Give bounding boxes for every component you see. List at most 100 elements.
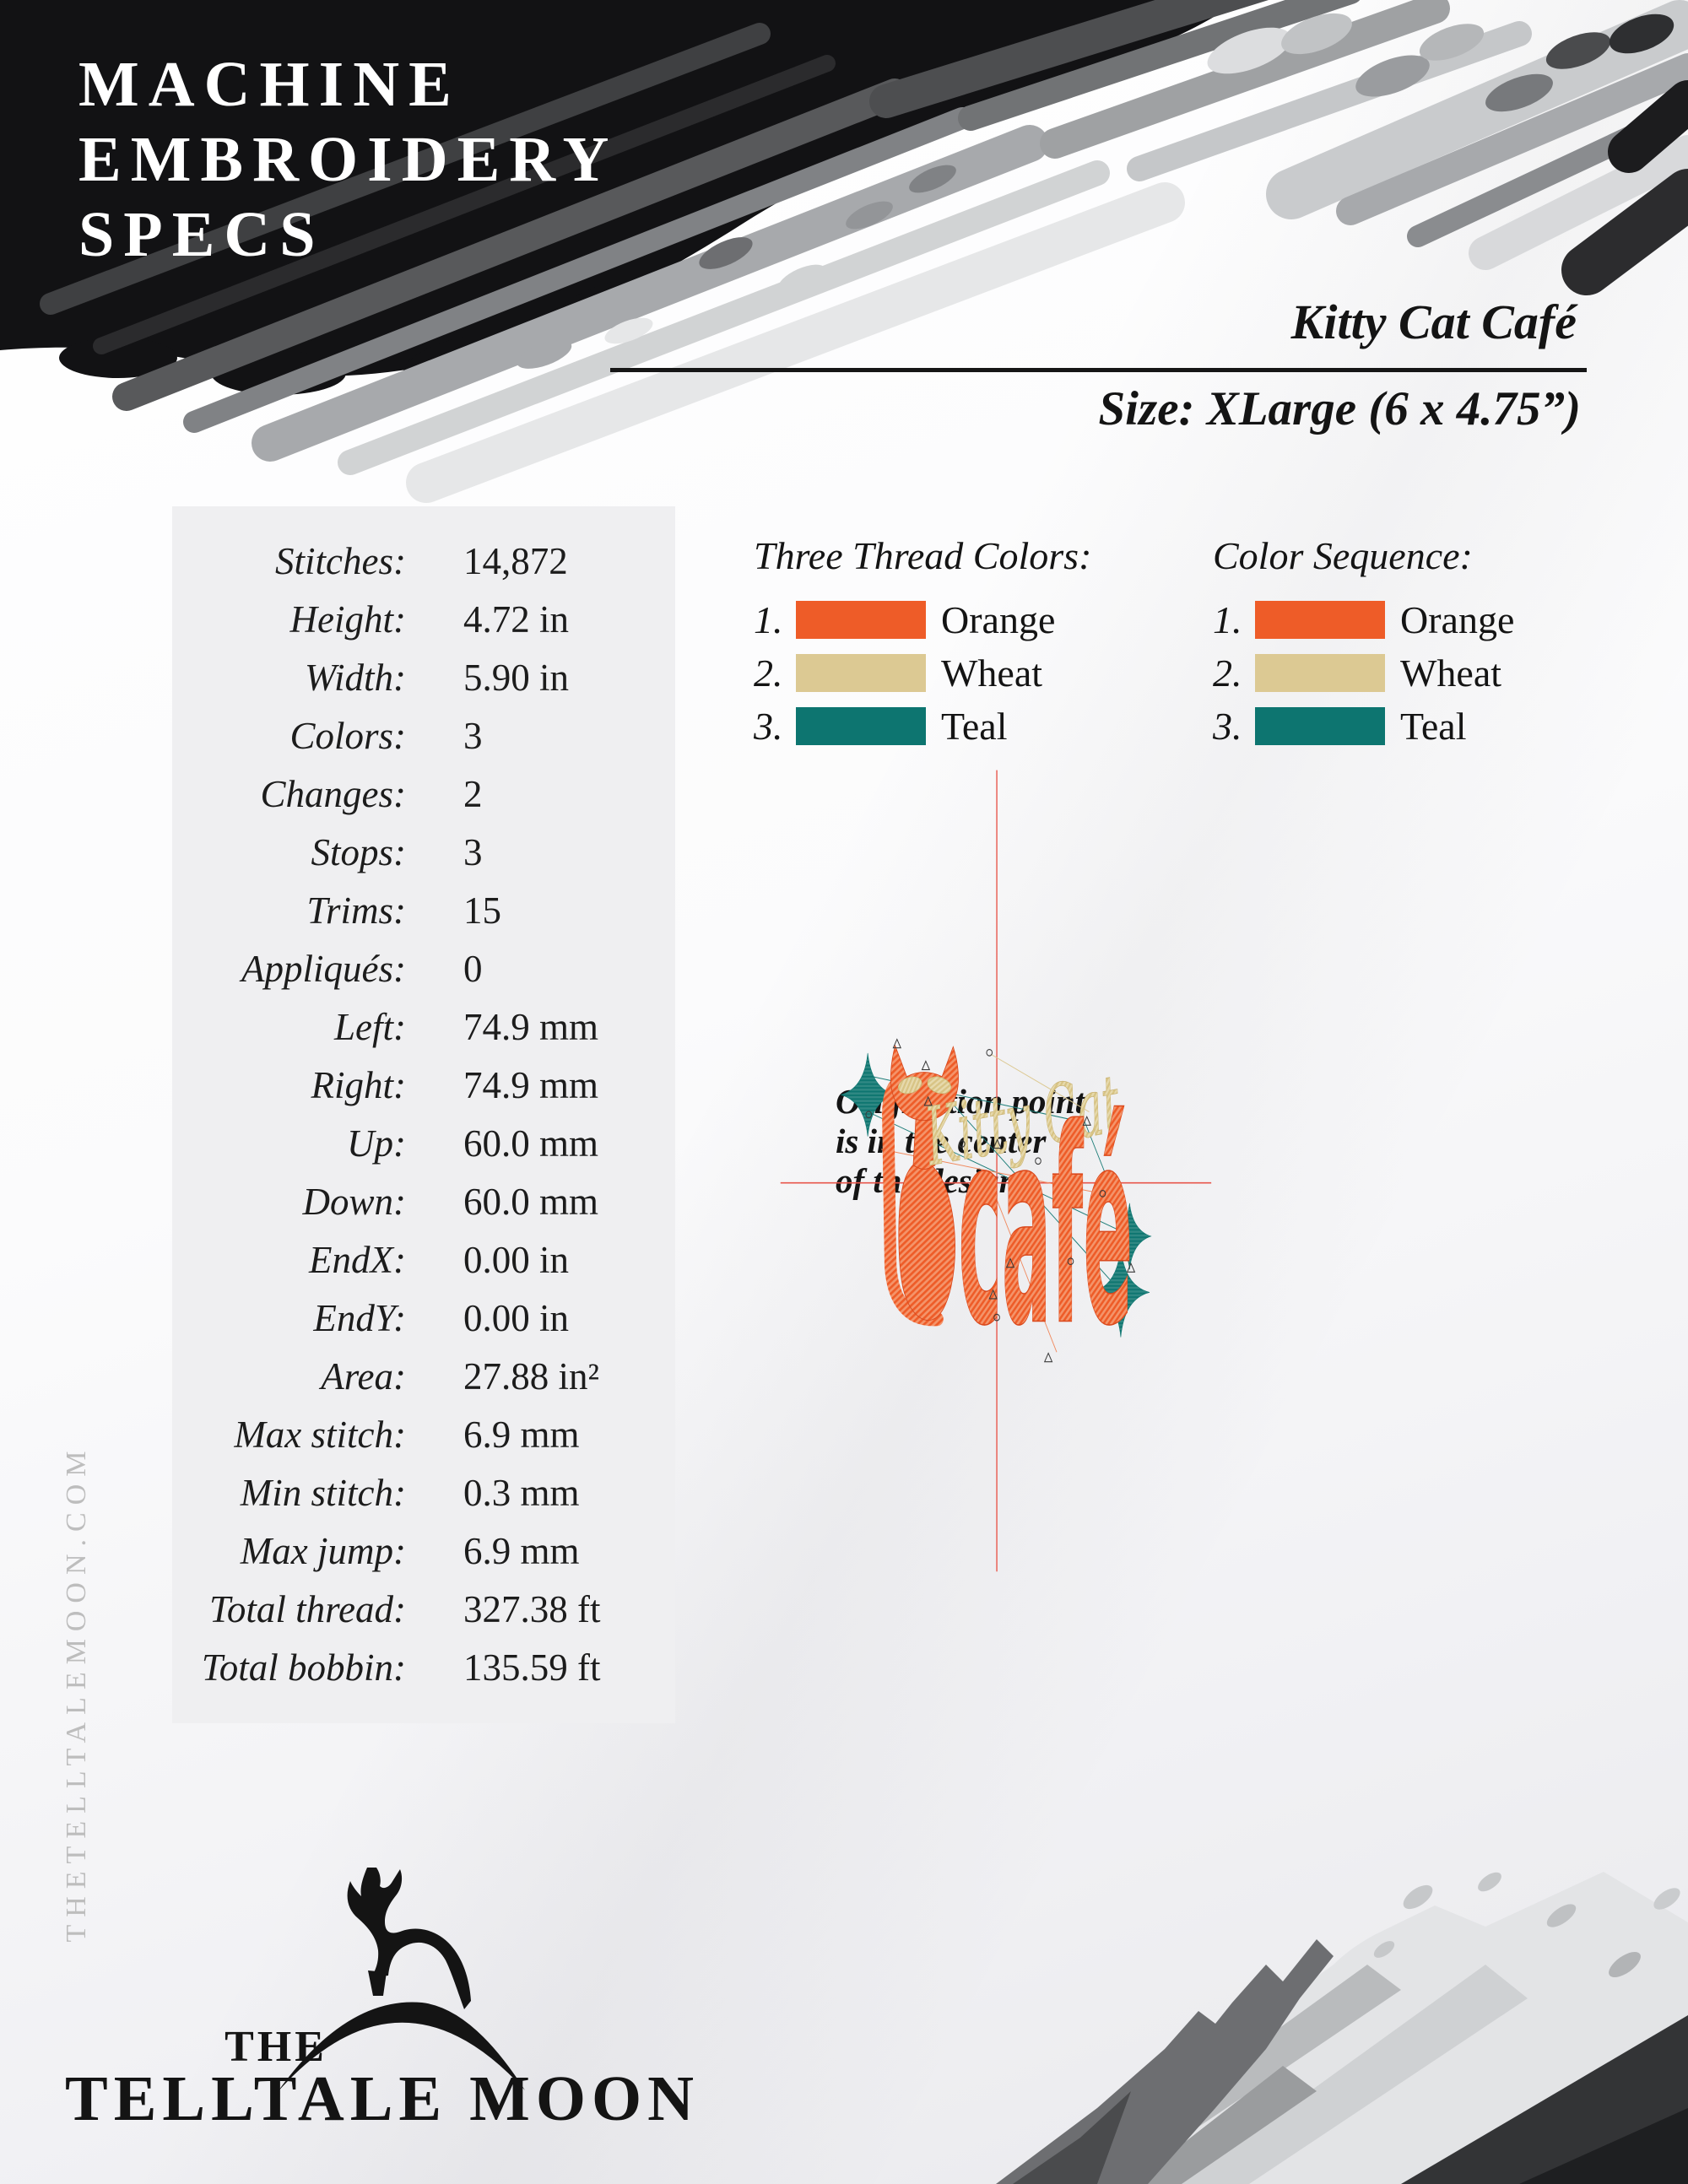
header-brush-art [0, 0, 1688, 503]
spec-row: Appliqués: 0 [172, 940, 675, 998]
page-title: MACHINE EMBROIDERY SPECS [78, 47, 618, 273]
spec-row: Stitches: 14,872 [172, 532, 675, 591]
thread-color-item: 2. Wheat [754, 651, 1055, 695]
spec-label: EndY: [313, 1297, 406, 1339]
color-sequence-item: 2. Wheat [1213, 651, 1514, 695]
origination-note-line: is in the center [836, 1122, 1047, 1160]
spec-value: 6.9 mm [463, 1414, 580, 1456]
spec-row: Height: 4.72 in [172, 591, 675, 649]
spec-value: 0.3 mm [463, 1472, 580, 1514]
spec-row: Changes: 2 [172, 765, 675, 824]
spec-row: Total thread: 327.38 ft [172, 1581, 675, 1639]
spec-row: Total bobbin: 135.59 ft [172, 1639, 675, 1697]
stitch-markers [865, 1038, 1136, 1363]
spec-value: 2 [463, 773, 483, 815]
cat-body [898, 1160, 955, 1322]
cat-neck [912, 1114, 936, 1170]
spec-value: 327.38 ft [463, 1588, 601, 1630]
spec-value: 5.90 in [463, 657, 570, 699]
telltale-moon-logo [277, 1868, 525, 2093]
spec-value: 6.9 mm [463, 1530, 580, 1572]
spec-label: Total bobbin: [201, 1646, 406, 1689]
title-divider [610, 368, 1587, 372]
color-sequence-name: Orange [1400, 598, 1515, 641]
spec-label: Stops: [311, 831, 407, 873]
color-sequence-swatch-orange [1255, 601, 1385, 639]
spec-label: Width: [305, 657, 406, 699]
spec-panel: Stitches: 14,872 Height: 4.72 in Width: 5.9… [172, 506, 675, 1723]
crosshair-lines [780, 770, 1212, 1572]
spec-label: Min stitch: [240, 1472, 406, 1514]
spec-row: EndX: 0.00 in [172, 1231, 675, 1289]
spec-value: 60.0 mm [463, 1122, 599, 1165]
spec-value: 0.00 in [463, 1297, 570, 1339]
spec-row: Max stitch: 6.9 mm [172, 1406, 675, 1464]
design-size: Size: XLarge (6 x 4.75”) [1098, 382, 1581, 435]
raven-legs [368, 1970, 387, 1996]
thread-color-name: Orange [941, 598, 1056, 641]
spec-value: 3 [463, 715, 483, 757]
design-cafe-text: café [958, 1073, 1133, 1386]
spec-label: Trims: [306, 889, 406, 932]
spec-label: Right: [311, 1064, 406, 1106]
spec-label: EndX: [309, 1239, 406, 1281]
spec-value: 135.59 ft [463, 1646, 601, 1689]
spec-label: Changes: [260, 773, 407, 815]
thread-color-item: 1. Orange [754, 598, 1055, 641]
color-sequence-number: 2. [1213, 651, 1242, 695]
spec-label: Total thread: [209, 1588, 406, 1630]
spec-label: Appliqués: [241, 948, 406, 990]
cat-eye-left [897, 1076, 922, 1095]
embroidery-preview: Kitty Cat café [780, 770, 1212, 1572]
spec-row: Width: 5.90 in [172, 649, 675, 707]
cat-head [890, 1044, 959, 1122]
thread-color-number: 1. [754, 598, 783, 641]
spec-label: Height: [289, 598, 406, 641]
page-title-line-1: MACHINE [78, 49, 461, 120]
cat-eye-right [927, 1076, 952, 1095]
logo-word-the: THE [225, 2023, 327, 2071]
spec-label: Max jump: [240, 1530, 406, 1572]
logo-word-telltale-moon: TELLTALE MOON [65, 2063, 700, 2134]
spec-row: Right: 74.9 mm [172, 1057, 675, 1115]
color-sequence-name: Teal [1400, 705, 1467, 748]
spec-row: Down: 60.0 mm [172, 1173, 675, 1231]
spec-value: 0.00 in [463, 1239, 570, 1281]
spec-value: 14,872 [463, 540, 568, 582]
thread-colors-list: 1. Orange 2. Wheat 3. Teal [754, 598, 1055, 748]
spec-value: 0 [463, 948, 483, 990]
thread-color-swatch-wheat [796, 654, 926, 692]
crescent-moon [277, 2002, 525, 2093]
thread-color-name: Wheat [941, 651, 1043, 695]
spec-row: Area: 27.88 in² [172, 1348, 675, 1406]
spec-value: 60.0 mm [463, 1181, 599, 1223]
color-sequence-item: 1. Orange [1213, 598, 1514, 641]
color-sequence-list: 1. Orange 2. Wheat 3. Teal [1213, 598, 1514, 748]
spec-value: 15 [463, 889, 501, 932]
spec-label: Colors: [289, 715, 406, 757]
spec-row: Min stitch: 0.3 mm [172, 1464, 675, 1522]
color-sequence-name: Wheat [1400, 651, 1502, 695]
thread-color-number: 3. [754, 705, 783, 748]
design-name: Kitty Cat Café [1290, 295, 1577, 349]
raven-icon [347, 1868, 471, 2009]
thread-colors-heading: Three Thread Colors: [754, 534, 1092, 577]
spec-label: Up: [347, 1122, 406, 1165]
color-sequence-item: 3. Teal [1213, 705, 1514, 748]
color-sequence-swatch-wheat [1255, 654, 1385, 692]
spec-label: Left: [334, 1006, 406, 1048]
spec-row: EndY: 0.00 in [172, 1289, 675, 1348]
spec-label: Down: [302, 1181, 407, 1223]
spec-value: 27.88 in² [463, 1355, 599, 1397]
spec-label: Max stitch: [234, 1414, 406, 1456]
color-sequence-heading: Color Sequence: [1213, 534, 1473, 577]
page-title-line-3: SPECS [78, 199, 325, 270]
spec-row: Max jump: 6.9 mm [172, 1522, 675, 1581]
cat-illustration [882, 1044, 959, 1327]
spec-value: 4.72 in [463, 598, 570, 641]
spec-row: Colors: 3 [172, 707, 675, 765]
color-sequence-number: 1. [1213, 598, 1242, 641]
footer-brush-art [996, 1872, 1688, 2184]
spec-row: Stops: 3 [172, 824, 675, 882]
